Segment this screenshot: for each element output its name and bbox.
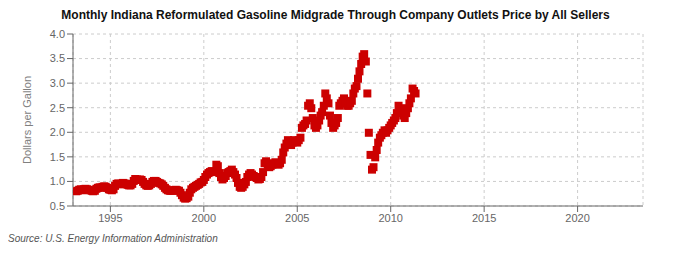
svg-text:2.0: 2.0 [50,126,65,138]
svg-text:3.0: 3.0 [50,77,65,89]
svg-text:1.0: 1.0 [50,175,65,187]
svg-text:1995: 1995 [98,212,122,224]
html-text:Monthly Indiana Reformulated G: Monthly Indiana Reformulated Gasoline Mi… [61,8,610,22]
svg-text:2000: 2000 [192,212,216,224]
svg-text:Dollars per Gallon: Dollars per Gallon [21,76,33,164]
svg-text:2.5: 2.5 [50,102,65,114]
svg-text:3.5: 3.5 [50,52,65,64]
svg-text:4.0: 4.0 [50,28,65,40]
html-text:Source: U.S. Energy Informatio: Source: U.S. Energy Information Administ… [8,233,218,244]
svg-text:2010: 2010 [378,212,402,224]
svg-text:1.5: 1.5 [50,151,65,163]
svg-text:2005: 2005 [285,212,309,224]
svg-text:2015: 2015 [472,212,496,224]
svg-text:0.5: 0.5 [50,200,65,212]
svg-text:2020: 2020 [565,212,589,224]
